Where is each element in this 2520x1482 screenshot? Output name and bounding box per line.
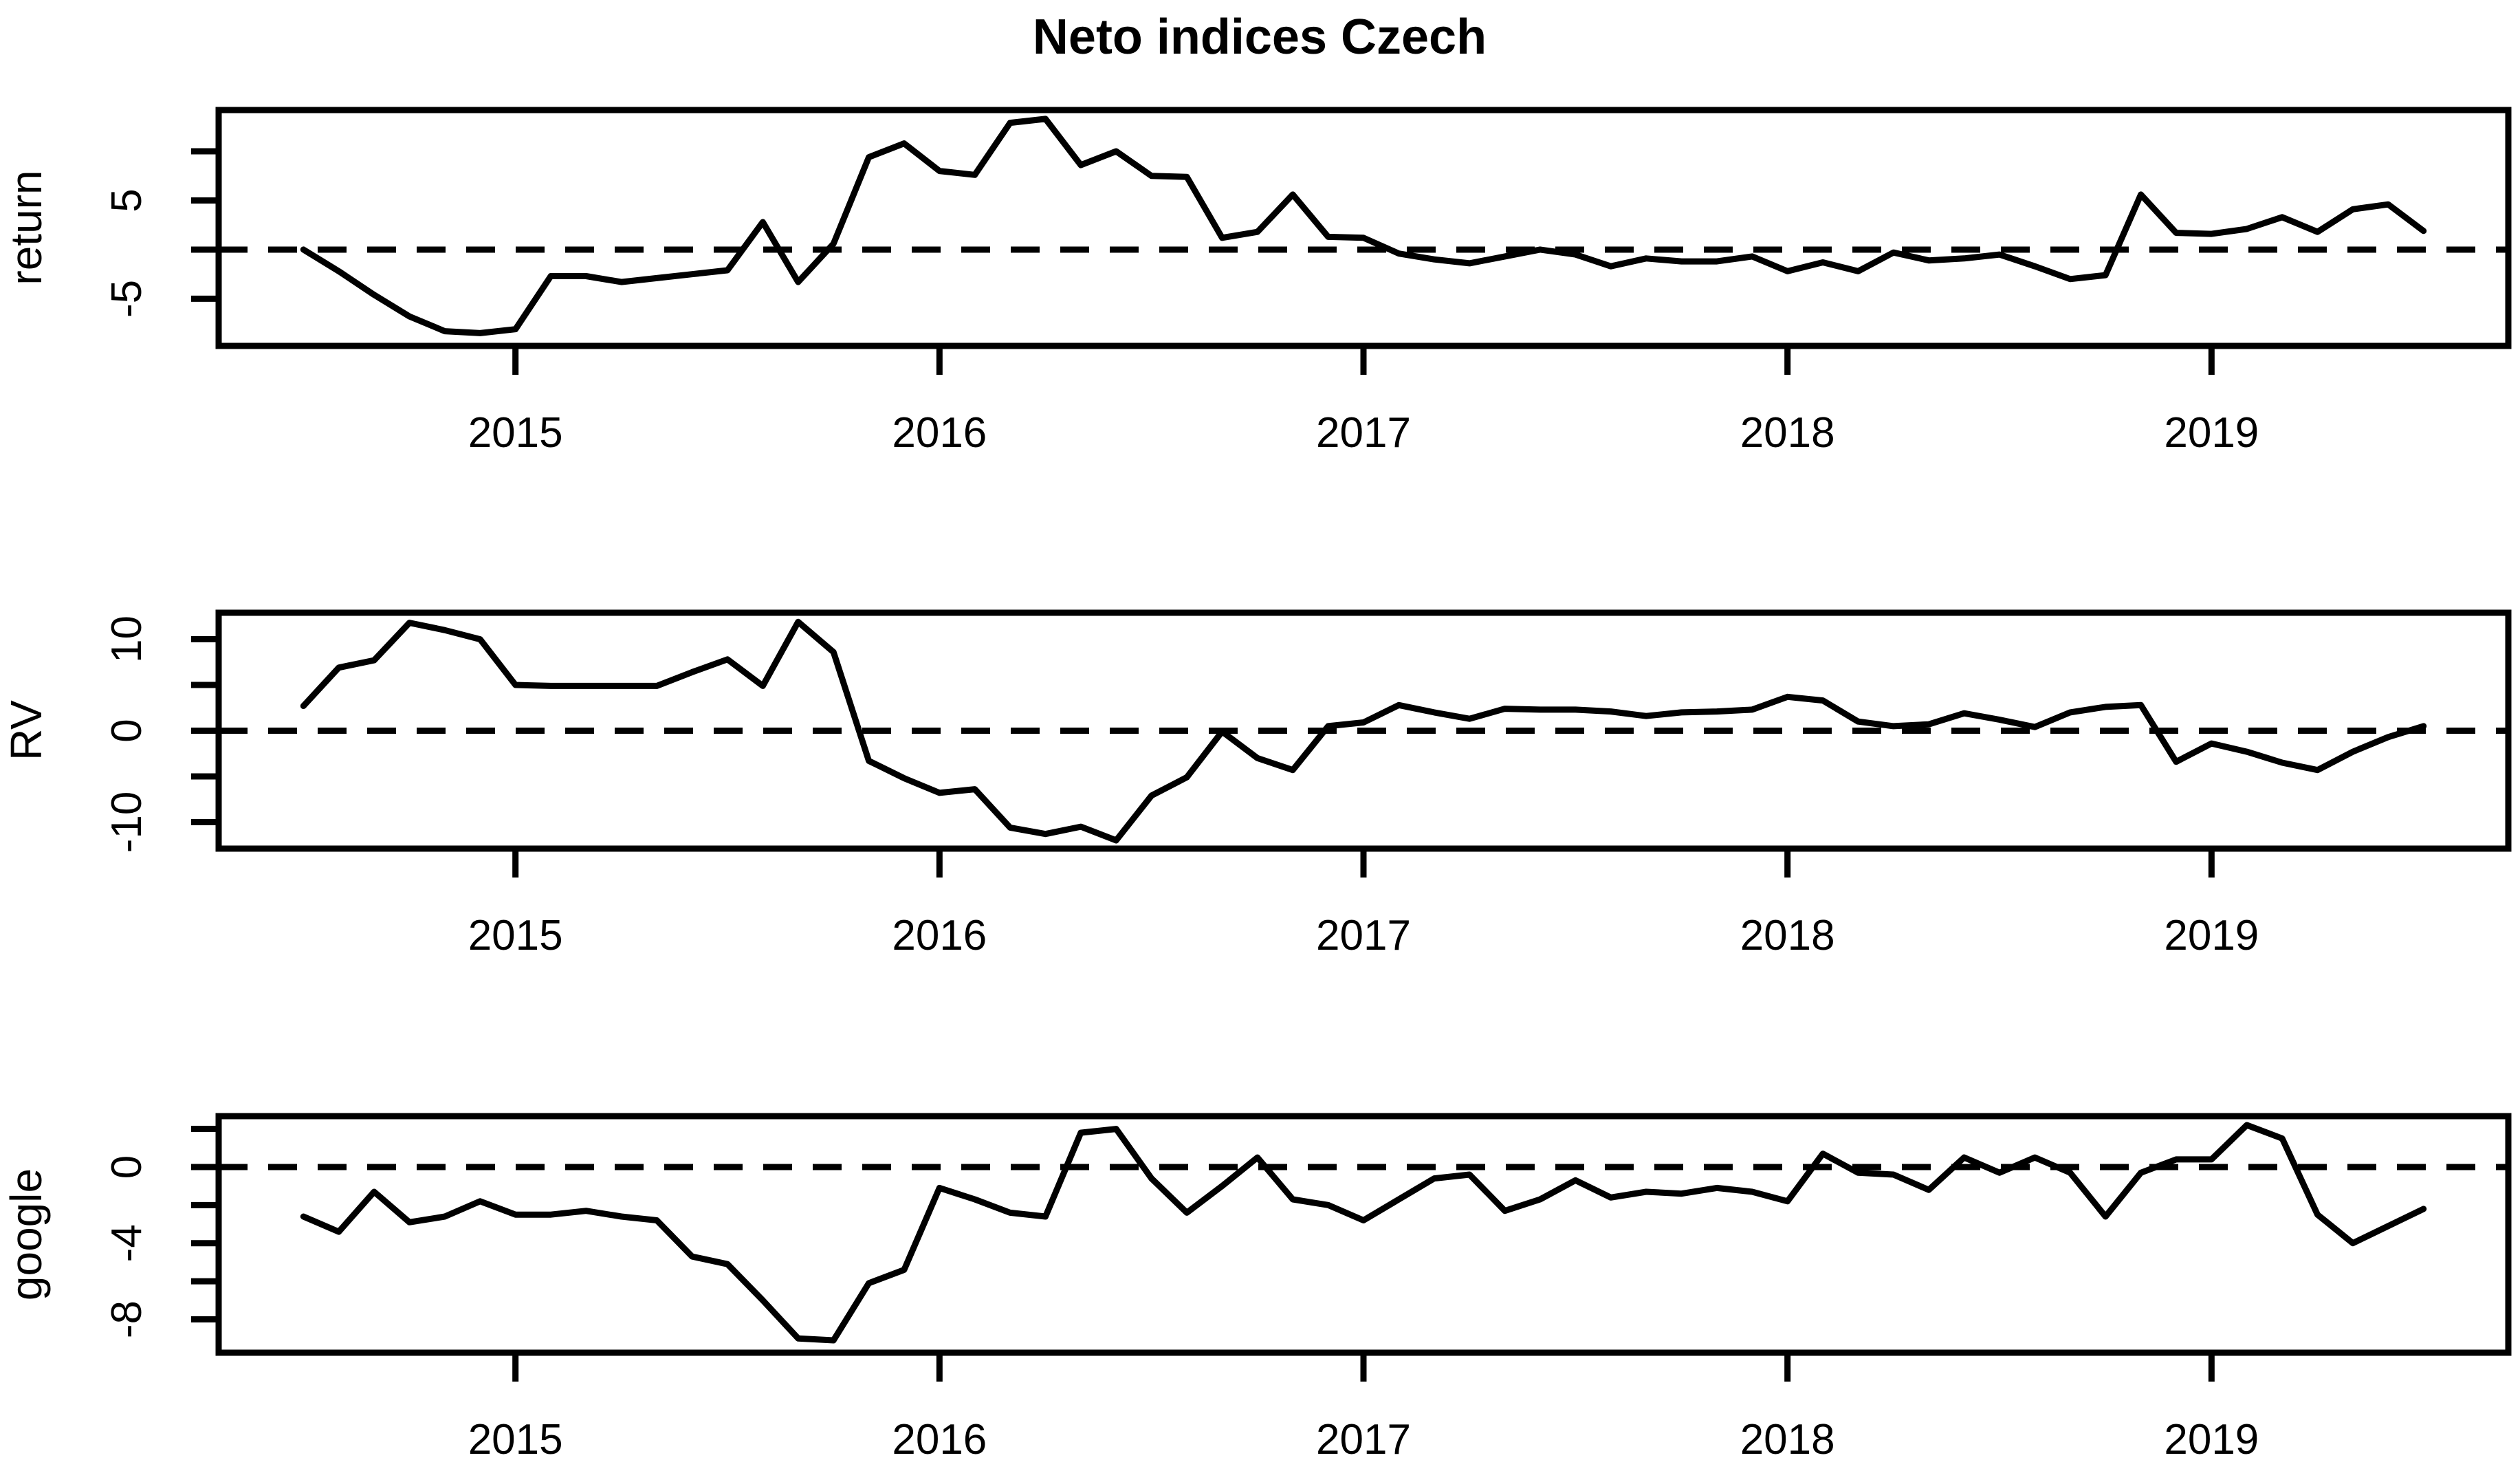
chart-title: Neto indices Czech bbox=[1033, 10, 1487, 65]
x-tick-label-google-2015: 2015 bbox=[468, 1416, 563, 1463]
x-tick-label-google-2018: 2018 bbox=[1740, 1416, 1835, 1463]
x-tick-label-rv-2017: 2017 bbox=[1316, 912, 1411, 959]
x-tick-label-rv-2016: 2016 bbox=[892, 912, 987, 959]
panel-rv: RV 10 0 -10 2015 2016 2017 2018 2019 bbox=[1, 609, 2512, 959]
x-tick-label-rv-2018: 2018 bbox=[1740, 912, 1835, 959]
x-tick-label-rv-2019: 2019 bbox=[2164, 912, 2259, 959]
plot-box-return bbox=[215, 107, 2512, 349]
panel-content-rv: 10 0 -10 2015 2016 2017 2018 2019 bbox=[103, 609, 2512, 959]
x-tick-label-return-2015: 2015 bbox=[468, 409, 563, 457]
series-line-google bbox=[300, 1122, 2427, 1344]
y-tick-label-return--5: -5 bbox=[103, 280, 151, 318]
y-tick-label-rv-0: 0 bbox=[103, 719, 151, 742]
x-tick-label-return-2016: 2016 bbox=[892, 409, 987, 457]
y-axis-label-google: google bbox=[1, 1168, 51, 1300]
x-tick-label-google-2016: 2016 bbox=[892, 1416, 987, 1463]
x-tick-label-return-2018: 2018 bbox=[1740, 409, 1835, 457]
y-axis-label-return: return bbox=[1, 170, 51, 285]
y-tick-label-return-5: 5 bbox=[103, 188, 151, 212]
y-tick-label-google-0: 0 bbox=[103, 1155, 151, 1179]
x-tick-label-google-2019: 2019 bbox=[2164, 1416, 2259, 1463]
x-tick-label-return-2019: 2019 bbox=[2164, 409, 2259, 457]
panel-google: google 0 -4 -8 2015 2016 2017 2018 2019 bbox=[1, 1113, 2512, 1463]
y-tick-label-rv-10: 10 bbox=[103, 615, 151, 663]
plot-box-google bbox=[215, 1113, 2512, 1356]
x-tick-label-rv-2015: 2015 bbox=[468, 912, 563, 959]
series-line-rv bbox=[300, 618, 2427, 844]
panel-return: return 5 -5 2015 2016 2017 2018 2019 bbox=[1, 107, 2512, 457]
y-tick-label-google--8: -8 bbox=[103, 1300, 151, 1338]
y-tick-label-rv--10: -10 bbox=[103, 792, 151, 853]
y-axis-label-rv: RV bbox=[1, 700, 51, 761]
x-tick-label-google-2017: 2017 bbox=[1316, 1416, 1411, 1463]
series-line-return bbox=[300, 116, 2427, 336]
x-tick-label-return-2017: 2017 bbox=[1316, 409, 1411, 457]
panel-content-google: 0 -4 -8 2015 2016 2017 2018 2019 bbox=[103, 1113, 2512, 1463]
y-tick-label-google--4: -4 bbox=[103, 1224, 151, 1262]
panel-content-return: 5 -5 2015 2016 2017 2018 2019 bbox=[103, 107, 2512, 457]
